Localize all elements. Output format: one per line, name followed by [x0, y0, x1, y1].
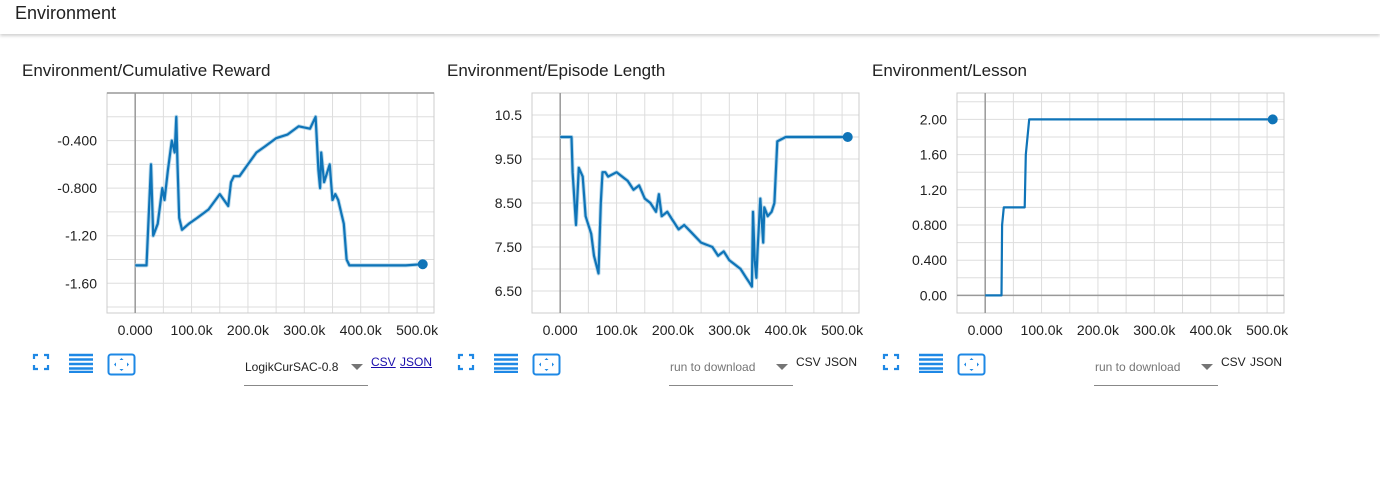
series-line — [135, 115, 423, 267]
y-tick-label: -1.60 — [65, 275, 97, 291]
x-tick-label: 100.0k — [171, 322, 214, 338]
fit-domain-icon[interactable] — [107, 353, 137, 382]
chart-card: Environment/Lesson 2.00 1.60 1.20 0.800 0.40… — [872, 55, 1292, 395]
run-download-select[interactable]: LogikCurSAC-0.8 — [244, 353, 368, 386]
fullscreen-icon[interactable] — [457, 353, 475, 376]
run-download-select[interactable]: run to download — [669, 353, 793, 386]
x-tick-label: 0.000 — [118, 322, 153, 338]
run-select-value: LogikCurSAC-0.8 — [245, 360, 339, 374]
chevron-down-icon — [776, 364, 788, 370]
y-tick-label: 2.00 — [920, 111, 947, 127]
x-tick-label: 200.0k — [227, 322, 270, 338]
last-point-marker — [417, 259, 428, 270]
run-select-value: run to download — [670, 360, 756, 374]
plot-border — [106, 92, 435, 314]
fit-domain-icon[interactable] — [957, 353, 987, 382]
y-tick-label: -0.800 — [57, 180, 97, 196]
x-tick-label: 100.0k — [1021, 322, 1064, 338]
csv-download-link[interactable]: CSV — [371, 355, 396, 369]
log-scale-icon[interactable] — [494, 353, 518, 378]
y-tick-label: 8.50 — [495, 195, 522, 211]
y-tick-label: -0.400 — [57, 133, 97, 149]
x-tick-label: 200.0k — [1077, 322, 1120, 338]
x-tick-label: 500.0k — [1246, 322, 1289, 338]
y-tick-label: 0.00 — [920, 287, 947, 303]
chart-card: Environment/Cumulative Reward -0.400 -0.8… — [22, 55, 442, 395]
plot-border — [531, 92, 860, 314]
json-download-link[interactable]: JSON — [1250, 355, 1283, 369]
chart-card: Environment/Episode Length 10.5 9.50 8.50 7… — [447, 55, 867, 395]
y-tick-label: 9.50 — [495, 151, 522, 167]
y-tick-label: 1.60 — [920, 147, 947, 163]
json-download-link[interactable]: JSON — [400, 355, 433, 369]
plot-border — [956, 92, 1285, 314]
x-tick-label: 400.0k — [1190, 322, 1233, 338]
x-tick-label: 300.0k — [708, 322, 751, 338]
x-tick-label: 200.0k — [652, 322, 695, 338]
x-tick-label: 0.000 — [543, 322, 578, 338]
series-line — [985, 118, 1273, 297]
log-scale-icon[interactable] — [919, 353, 943, 378]
series-line — [560, 135, 848, 288]
last-point-marker — [842, 132, 853, 142]
fullscreen-icon[interactable] — [882, 353, 900, 376]
x-tick-label: 100.0k — [596, 322, 639, 338]
x-tick-label: 500.0k — [821, 322, 864, 338]
chevron-down-icon — [1201, 364, 1213, 370]
run-select-value: run to download — [1095, 360, 1181, 374]
csv-download-link[interactable]: CSV — [1221, 355, 1246, 369]
run-download-select[interactable]: run to download — [1094, 353, 1218, 386]
chart-title: Environment/Episode Length — [447, 61, 666, 80]
y-tick-label: -1.20 — [65, 228, 97, 244]
y-tick-label: 1.20 — [920, 182, 947, 198]
y-tick-label: 0.800 — [912, 217, 947, 233]
y-tick-label: 7.50 — [495, 239, 522, 255]
y-tick-label: 6.50 — [495, 283, 522, 299]
csv-download-link[interactable]: CSV — [796, 355, 821, 369]
chevron-down-icon — [351, 364, 363, 370]
json-download-link[interactable]: JSON — [825, 355, 858, 369]
chart-plot[interactable]: -0.400 -0.800 -1.20 -1.60 0.000 100.0k 200.0k 3… — [22, 85, 442, 350]
last-point-marker — [1267, 114, 1278, 125]
x-tick-label: 400.0k — [340, 322, 383, 338]
x-tick-label: 300.0k — [283, 322, 326, 338]
chart-title: Environment/Lesson — [872, 61, 1027, 80]
chart-title: Environment/Cumulative Reward — [22, 61, 271, 80]
x-tick-label: 0.000 — [968, 322, 1003, 338]
y-tick-label: 0.400 — [912, 252, 947, 268]
log-scale-icon[interactable] — [69, 353, 93, 378]
fullscreen-icon[interactable] — [32, 353, 50, 376]
page-header: Environment — [0, 0, 1380, 34]
x-tick-label: 400.0k — [765, 322, 808, 338]
x-tick-label: 500.0k — [396, 322, 439, 338]
fit-domain-icon[interactable] — [532, 353, 562, 382]
x-tick-label: 300.0k — [1133, 322, 1176, 338]
chart-plot[interactable]: 10.5 9.50 8.50 7.50 6.50 0.000 100.0k 200.0k 300… — [447, 85, 867, 350]
y-tick-label: 10.5 — [495, 107, 522, 123]
page-title: Environment — [15, 3, 117, 23]
chart-plot[interactable]: 2.00 1.60 1.20 0.800 0.400 0.00 0.000 100.0k 200… — [872, 85, 1292, 350]
